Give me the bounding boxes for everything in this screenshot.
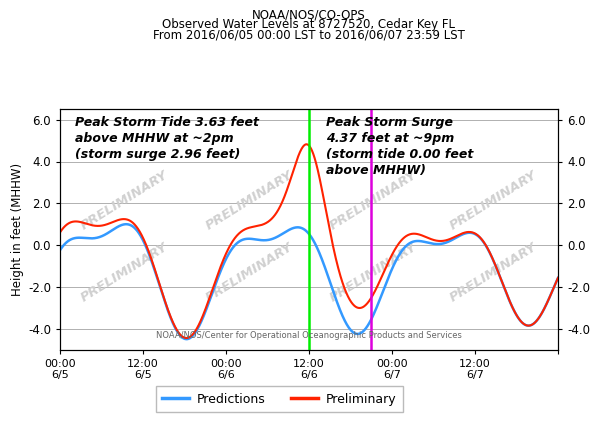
Text: Observed Water Levels at 8727520, Cedar Key FL: Observed Water Levels at 8727520, Cedar … bbox=[163, 18, 455, 31]
Text: PRELIMINARY: PRELIMINARY bbox=[203, 241, 295, 305]
Legend: Predictions, Preliminary: Predictions, Preliminary bbox=[155, 386, 403, 412]
Preliminary bbox=[299, 145, 306, 150]
Y-axis label: Height in feet (MHHW): Height in feet (MHHW) bbox=[11, 163, 24, 296]
Text: Peak Storm Surge
4.37 feet at ~9pm
(storm tide 0.00 feet
above MHHW): Peak Storm Surge 4.37 feet at ~9pm (stor… bbox=[326, 117, 474, 177]
Text: PRELIMINARY: PRELIMINARY bbox=[447, 241, 539, 305]
Predictions bbox=[286, 227, 293, 232]
Predictions bbox=[541, 306, 548, 312]
Text: PRELIMINARY: PRELIMINARY bbox=[447, 169, 539, 232]
Preliminary bbox=[554, 275, 562, 281]
Preliminary bbox=[540, 307, 547, 312]
Line: Predictions: Predictions bbox=[60, 224, 558, 339]
Predictions bbox=[449, 237, 456, 242]
Text: From 2016/06/05 00:00 LST to 2016/06/07 23:59 LST: From 2016/06/05 00:00 LST to 2016/06/07 … bbox=[153, 28, 465, 42]
Text: PRELIMINARY: PRELIMINARY bbox=[79, 241, 171, 305]
Preliminary bbox=[56, 230, 64, 235]
Text: PRELIMINARY: PRELIMINARY bbox=[328, 241, 420, 305]
Predictions bbox=[299, 226, 306, 231]
Predictions bbox=[56, 247, 64, 253]
Preliminary bbox=[286, 181, 293, 186]
Text: Peak Storm Tide 3.63 feet
above MHHW at ~2pm
(storm surge 2.96 feet): Peak Storm Tide 3.63 feet above MHHW at … bbox=[75, 117, 259, 161]
Line: Preliminary: Preliminary bbox=[60, 144, 558, 338]
Preliminary bbox=[82, 221, 89, 226]
Preliminary bbox=[541, 306, 548, 312]
Text: NOAA/NOS/Center for Operational Oceanographic Products and Services: NOAA/NOS/Center for Operational Oceanogr… bbox=[156, 331, 462, 340]
Predictions bbox=[122, 222, 130, 227]
Preliminary bbox=[303, 142, 310, 147]
Text: PRELIMINARY: PRELIMINARY bbox=[79, 169, 171, 232]
Predictions bbox=[540, 307, 547, 312]
Preliminary bbox=[183, 335, 190, 340]
Preliminary bbox=[449, 235, 456, 240]
Text: PRELIMINARY: PRELIMINARY bbox=[328, 169, 420, 232]
Predictions bbox=[82, 236, 89, 241]
Text: PRELIMINARY: PRELIMINARY bbox=[203, 169, 295, 232]
Text: NOAA/NOS/CO-OPS: NOAA/NOS/CO-OPS bbox=[252, 9, 366, 22]
Predictions bbox=[554, 275, 562, 281]
Predictions bbox=[183, 336, 190, 342]
